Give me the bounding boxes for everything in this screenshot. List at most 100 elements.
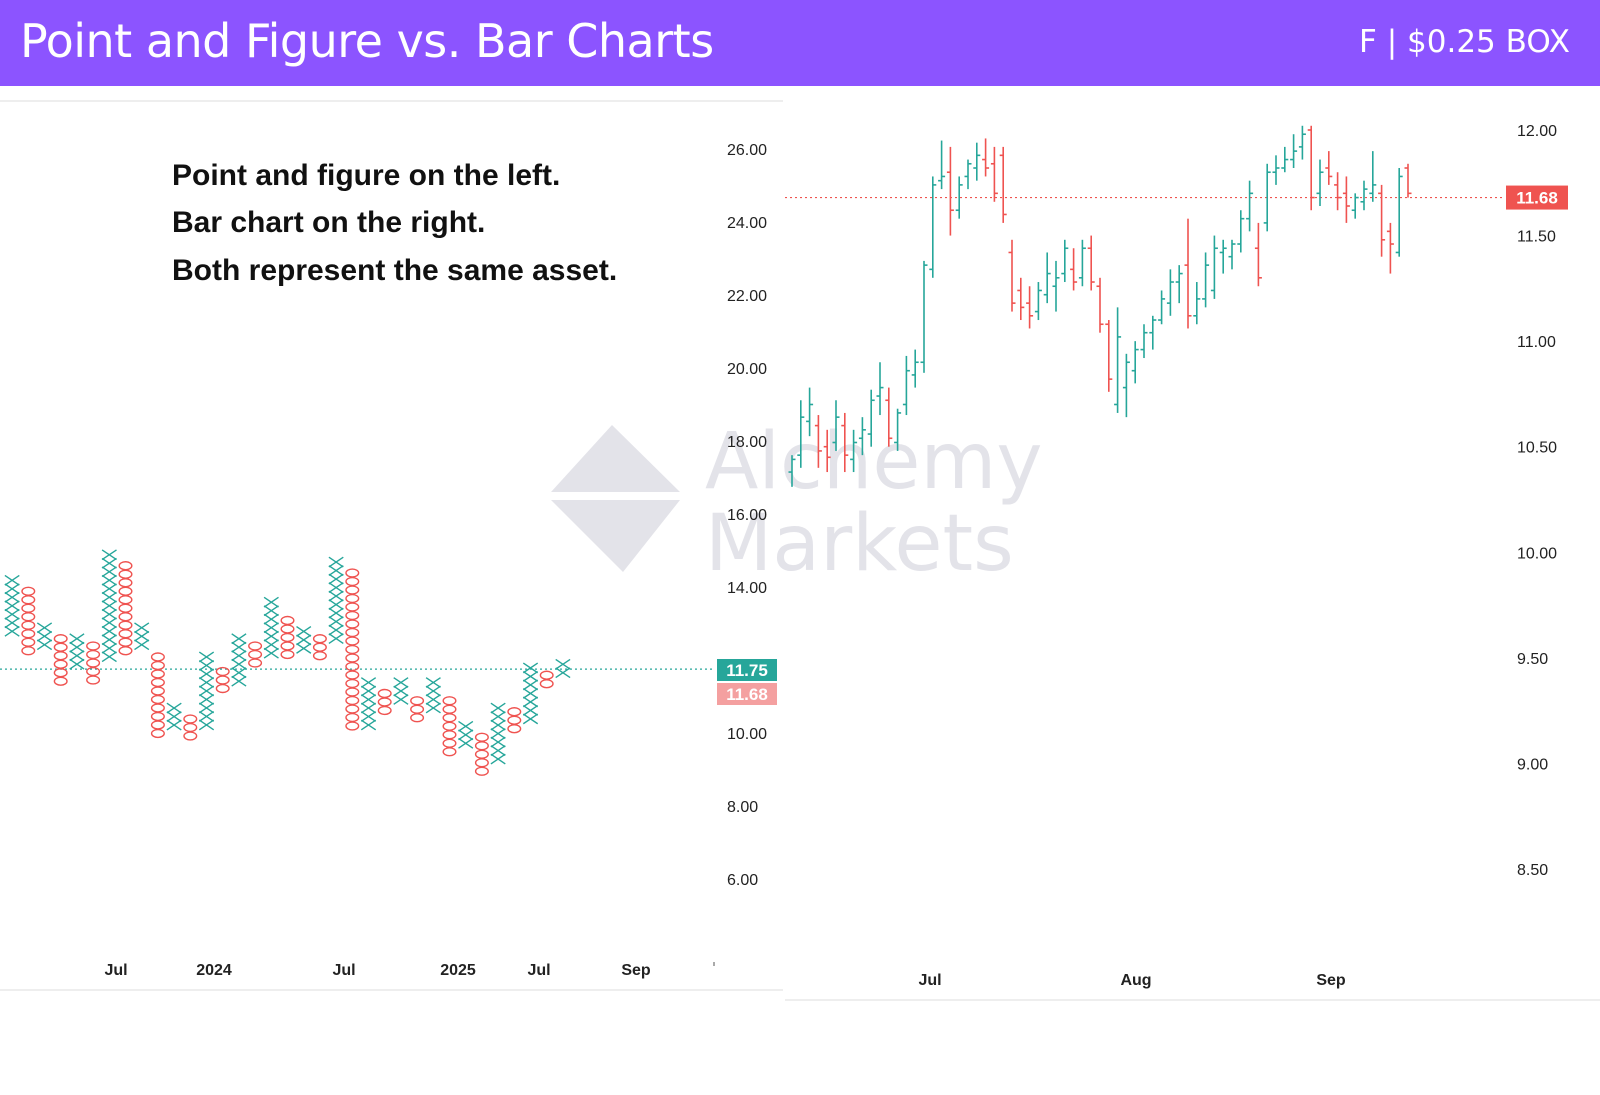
pf-x-box — [36, 639, 53, 651]
pf-x-box — [101, 608, 117, 620]
pf-o-box — [21, 646, 36, 656]
ohlc-bar-7 — [850, 429, 858, 473]
pf-o-box — [21, 620, 36, 630]
pf-x-box — [101, 549, 117, 561]
ohlc-bar-59 — [1307, 125, 1315, 211]
pf-o-box — [345, 695, 360, 706]
pf-o-box — [474, 766, 489, 776]
pf-x-box — [328, 556, 344, 568]
pf-x-box — [166, 719, 182, 731]
pf-x-box — [522, 696, 539, 708]
pf-o-box — [118, 586, 133, 596]
pf-price-badge-bg — [717, 683, 777, 705]
pf-x-box — [101, 591, 117, 603]
bar-price-badge-label: 11.68 — [1516, 189, 1558, 208]
watermark: Alchemy Markets — [551, 417, 1042, 589]
ohlc-bar-60 — [1316, 159, 1324, 207]
pf-x-box — [360, 677, 377, 688]
pf-o-box — [280, 641, 295, 651]
ohlc-bar-41 — [1149, 315, 1157, 350]
pf-o-box — [150, 728, 165, 739]
pf-x-box — [4, 625, 20, 637]
ohlc-bar-70 — [1404, 163, 1412, 198]
pf-o-box — [118, 612, 133, 622]
pf-o-box — [150, 694, 165, 705]
ohlc-bar-65 — [1360, 180, 1368, 211]
pf-o-box — [345, 670, 360, 680]
ohlc-bar-chart: 12.00 11.50 11.00 10.50 10.00 9.50 9.00 8.50 Jul… — [785, 123, 1568, 989]
pf-x-box — [393, 677, 409, 688]
pf-y-tick-5: 16.00 — [727, 507, 767, 524]
pf-column-7 — [118, 561, 133, 656]
pf-y-tick-1: 24.00 — [727, 215, 767, 232]
pf-x-box — [393, 685, 409, 697]
ohlc-bar-29 — [1043, 252, 1051, 304]
pf-column-23 — [377, 688, 392, 716]
ohlc-bar-48 — [1210, 235, 1218, 299]
pf-o-box — [442, 704, 457, 714]
pf-column-1 — [21, 586, 36, 656]
annotation-line-1: Point and figure on the left. — [172, 159, 560, 192]
ohlc-bar-27 — [1026, 286, 1034, 329]
pf-x-box — [69, 650, 85, 662]
ohlc-bar-52 — [1246, 180, 1254, 232]
pf-o-box — [345, 721, 360, 731]
ohlc-bar-19 — [955, 176, 963, 219]
pf-column-3 — [53, 634, 68, 686]
pf-o-box — [345, 610, 360, 621]
pf-column-4 — [69, 633, 85, 670]
pf-o-box — [150, 660, 165, 671]
pf-o-box — [150, 677, 165, 688]
ohlc-bar-33 — [1078, 239, 1086, 287]
pf-x-box — [263, 596, 279, 608]
pf-x-box — [134, 639, 150, 651]
ohlc-bar-10 — [876, 362, 884, 416]
pf-o-box — [345, 653, 360, 663]
pf-x-box — [328, 633, 344, 644]
pf-column-34 — [555, 658, 571, 679]
pf-column-19 — [312, 634, 327, 661]
ohlc-bar-40 — [1140, 324, 1148, 359]
pf-x-box — [555, 667, 571, 679]
pf-column-25 — [410, 696, 425, 723]
pf-x-box — [101, 566, 117, 578]
ohlc-bar-54 — [1263, 163, 1271, 232]
pf-o-box — [118, 620, 133, 630]
pf-x-box — [490, 702, 506, 714]
pf-x-box — [101, 625, 117, 637]
pf-y-tick-2: 22.00 — [727, 288, 767, 305]
ohlc-bar-61 — [1325, 151, 1333, 185]
ohlc-bar-9 — [867, 389, 875, 447]
pf-column-24 — [393, 677, 409, 705]
pf-o-box — [183, 731, 198, 741]
ohlc-bar-39 — [1131, 341, 1139, 384]
pf-x-box — [490, 711, 506, 722]
bar-y-tick-7: 8.50 — [1517, 862, 1548, 879]
ohlc-bar-68 — [1386, 222, 1394, 274]
pf-o-box — [53, 642, 68, 652]
pf-price-badge-0: 11.75 — [717, 659, 777, 681]
pf-x-box — [296, 625, 312, 637]
pf-x-box — [555, 658, 571, 670]
pf-x-box — [458, 729, 474, 741]
pf-x-box — [231, 641, 247, 653]
pf-column-30 — [490, 702, 506, 765]
pf-o-box — [410, 704, 425, 714]
pf-x-box — [231, 667, 247, 679]
pf-o-box — [86, 658, 101, 668]
watermark-line2: Markets — [705, 499, 1014, 589]
pf-o-box — [215, 666, 230, 677]
pf-x-box — [101, 557, 117, 569]
pf-x-box — [360, 685, 377, 697]
pf-x-box — [490, 719, 506, 731]
pf-y-tick-8: 8.00 — [727, 799, 758, 816]
pf-o-box — [118, 569, 133, 579]
pf-price-badge-1: 11.68 — [717, 683, 777, 705]
pf-column-29 — [474, 732, 489, 776]
pf-x-box — [101, 617, 117, 629]
pf-column-14 — [231, 633, 247, 687]
pf-o-box — [21, 603, 36, 613]
pf-o-box — [442, 730, 457, 740]
pf-column-16 — [263, 596, 279, 659]
pf-x-box — [101, 574, 117, 586]
